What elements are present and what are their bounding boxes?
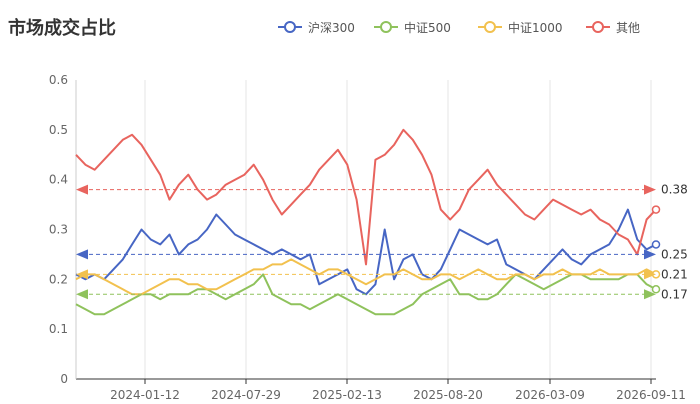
series-line: [75, 208, 657, 296]
legend-label: 中证500: [404, 20, 451, 35]
reference-arrow-left: [76, 269, 88, 280]
series-end-point: [651, 285, 661, 294]
y-tick-label: 0.3: [49, 223, 68, 237]
series-line: [75, 258, 657, 296]
series-end-point: [651, 240, 661, 249]
legend-label: 其他: [616, 21, 640, 35]
legend-label: 中证1000: [508, 20, 563, 35]
chart-title: 市场成交占比: [8, 18, 116, 39]
reference-arrow-left: [76, 289, 88, 300]
y-tick-label: 0: [60, 372, 68, 386]
reference-arrow-right: [644, 184, 656, 195]
reference-arrow-right: [644, 269, 656, 280]
reference-line-label: 0.38: [661, 183, 688, 197]
legend-item: 其他: [586, 21, 640, 35]
x-tick-label: 2024-01-12: [110, 388, 180, 402]
legend-marker: [380, 21, 392, 33]
reference-line-label: 0.25: [661, 247, 688, 261]
y-tick-label: 0.6: [49, 73, 68, 87]
y-tick-label: 0.5: [49, 123, 68, 137]
reference-arrow-right: [644, 289, 656, 300]
x-tick-label: 2025-02-13: [312, 388, 382, 402]
y-tick-label: 0.2: [49, 272, 68, 286]
x-tick-label: 2025-08-20: [413, 388, 483, 402]
reference-arrow-left: [76, 184, 88, 195]
legend-item: 中证1000: [478, 20, 563, 35]
reference-arrow-right: [644, 249, 656, 260]
legend-marker: [484, 21, 496, 33]
series-end-point: [651, 205, 661, 214]
reference-arrow-left: [76, 249, 88, 260]
reference-line-label: 0.21: [661, 267, 688, 281]
legend-item: 沪深300: [278, 21, 355, 35]
series-line: [75, 273, 657, 316]
y-tick-label: 0.1: [49, 322, 68, 336]
legend-marker: [592, 21, 604, 33]
x-tick-label: 2024-07-29: [211, 388, 281, 402]
legend-item: 中证500: [374, 20, 451, 35]
series-line: [75, 128, 657, 266]
x-tick-label: 2026-09-11: [616, 388, 686, 402]
x-tick-label: 2026-03-09: [515, 388, 585, 402]
reference-line-label: 0.17: [661, 287, 688, 301]
legend-label: 沪深300: [308, 21, 355, 35]
legend-marker: [284, 21, 296, 33]
y-tick-label: 0.4: [49, 173, 68, 187]
